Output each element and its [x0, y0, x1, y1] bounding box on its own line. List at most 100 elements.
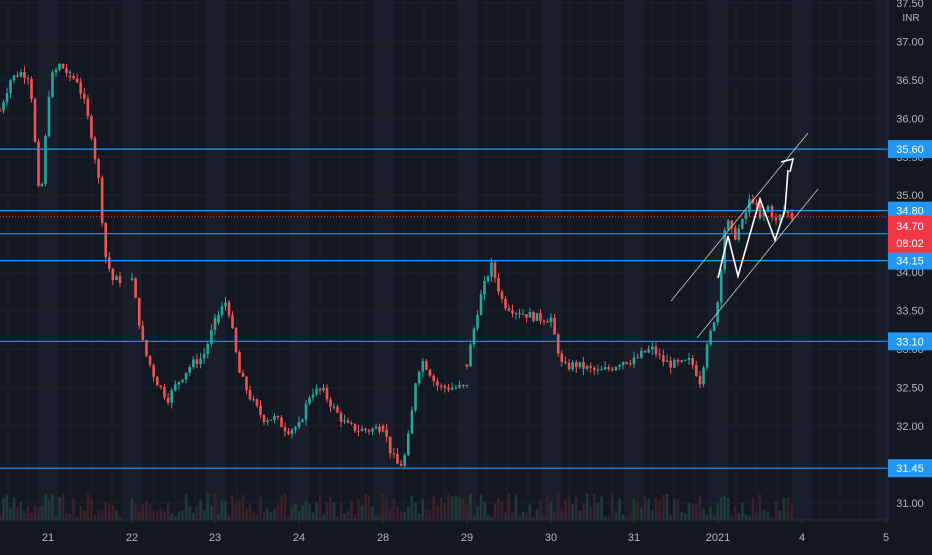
candle-body[interactable]	[786, 210, 790, 214]
candle-body[interactable]	[600, 369, 603, 371]
candle-body[interactable]	[206, 343, 210, 355]
candle-body[interactable]	[12, 75, 16, 81]
candle-body[interactable]	[130, 278, 134, 280]
candle-body[interactable]	[385, 429, 388, 437]
candle-body[interactable]	[100, 177, 104, 223]
candle-body[interactable]	[450, 387, 454, 390]
candle-body[interactable]	[33, 99, 37, 142]
candle-body[interactable]	[241, 372, 245, 377]
candle-body[interactable]	[104, 222, 108, 258]
candle-body[interactable]	[462, 384, 465, 386]
candle-body[interactable]	[684, 359, 687, 361]
candle-body[interactable]	[5, 93, 9, 103]
candle-body[interactable]	[417, 371, 421, 384]
candle-body[interactable]	[325, 387, 329, 400]
candle-body[interactable]	[518, 313, 521, 315]
candle-body[interactable]	[719, 269, 723, 303]
candle-body[interactable]	[273, 415, 276, 420]
candle-body[interactable]	[479, 294, 483, 316]
candle-body[interactable]	[234, 327, 238, 353]
candle-body[interactable]	[350, 422, 353, 424]
candle-body[interactable]	[726, 220, 730, 231]
zigzag-projection[interactable]	[717, 169, 789, 280]
candle-body[interactable]	[68, 76, 72, 78]
candle-body[interactable]	[360, 428, 364, 432]
candle-body[interactable]	[301, 419, 304, 422]
candle-body[interactable]	[654, 346, 658, 355]
candle-body[interactable]	[532, 311, 535, 321]
candle-body[interactable]	[392, 453, 396, 455]
candle-body[interactable]	[322, 387, 325, 391]
candle-body[interactable]	[174, 384, 177, 391]
candle-body[interactable]	[343, 420, 346, 422]
candle-body[interactable]	[702, 367, 705, 385]
candle-body[interactable]	[86, 98, 90, 117]
candle-body[interactable]	[560, 353, 564, 362]
candle-body[interactable]	[687, 358, 691, 360]
level-tag[interactable]	[888, 459, 932, 478]
candle-body[interactable]	[766, 206, 770, 212]
candle-body[interactable]	[9, 80, 12, 94]
candle-body[interactable]	[542, 320, 546, 322]
candle-body[interactable]	[490, 262, 493, 277]
candle-body[interactable]	[618, 365, 621, 367]
candle-body[interactable]	[472, 328, 476, 345]
candle-body[interactable]	[137, 297, 141, 326]
candle-body[interactable]	[346, 420, 350, 423]
candle-body[interactable]	[23, 72, 26, 79]
candle-body[interactable]	[636, 357, 639, 359]
candle-body[interactable]	[705, 344, 709, 368]
candle-body[interactable]	[469, 344, 472, 367]
candle-body[interactable]	[26, 78, 30, 80]
candle-body[interactable]	[497, 278, 500, 292]
candle-body[interactable]	[521, 314, 525, 316]
candle-body[interactable]	[238, 352, 241, 373]
candle-body[interactable]	[364, 428, 367, 431]
candle-body[interactable]	[774, 217, 778, 221]
candle-body[interactable]	[2, 102, 5, 111]
candle-body[interactable]	[44, 136, 47, 185]
candle-body[interactable]	[188, 366, 192, 373]
candle-body[interactable]	[141, 325, 145, 340]
candle-body[interactable]	[567, 363, 571, 370]
candle-body[interactable]	[691, 358, 694, 366]
candle-body[interactable]	[744, 212, 748, 220]
candle-body[interactable]	[37, 141, 40, 186]
candle-body[interactable]	[224, 302, 227, 307]
candle-body[interactable]	[741, 219, 744, 229]
candle-body[interactable]	[184, 372, 188, 380]
candle-body[interactable]	[276, 415, 280, 418]
candle-body[interactable]	[134, 278, 137, 298]
candle-body[interactable]	[339, 412, 343, 422]
candle-body[interactable]	[439, 385, 443, 387]
candle-body[interactable]	[770, 206, 774, 218]
candle-body[interactable]	[294, 427, 297, 430]
candle-body[interactable]	[170, 390, 173, 403]
level-tag[interactable]	[888, 140, 932, 159]
candle-body[interactable]	[177, 381, 181, 385]
candle-body[interactable]	[596, 369, 600, 371]
candle-body[interactable]	[549, 317, 553, 323]
candle-body[interactable]	[755, 203, 758, 205]
candle-body[interactable]	[115, 276, 118, 281]
candle-body[interactable]	[166, 397, 170, 403]
candle-body[interactable]	[19, 72, 23, 77]
candle-body[interactable]	[248, 389, 252, 400]
channel-lower-line[interactable]	[696, 188, 819, 339]
candle-body[interactable]	[546, 321, 549, 323]
candle-body[interactable]	[111, 268, 115, 281]
candle-body[interactable]	[658, 354, 661, 356]
candle-body[interactable]	[227, 302, 231, 316]
drawing-layer[interactable]	[670, 132, 819, 339]
candle-body[interactable]	[269, 419, 273, 421]
candle-body[interactable]	[443, 385, 447, 388]
candle-body[interactable]	[556, 334, 560, 354]
candle-body[interactable]	[680, 360, 683, 362]
candle-body[interactable]	[0, 110, 2, 112]
candle-body[interactable]	[454, 387, 458, 389]
candle-body[interactable]	[145, 339, 148, 356]
candle-body[interactable]	[210, 329, 213, 344]
candle-body[interactable]	[410, 410, 414, 434]
candle-body[interactable]	[90, 116, 93, 139]
